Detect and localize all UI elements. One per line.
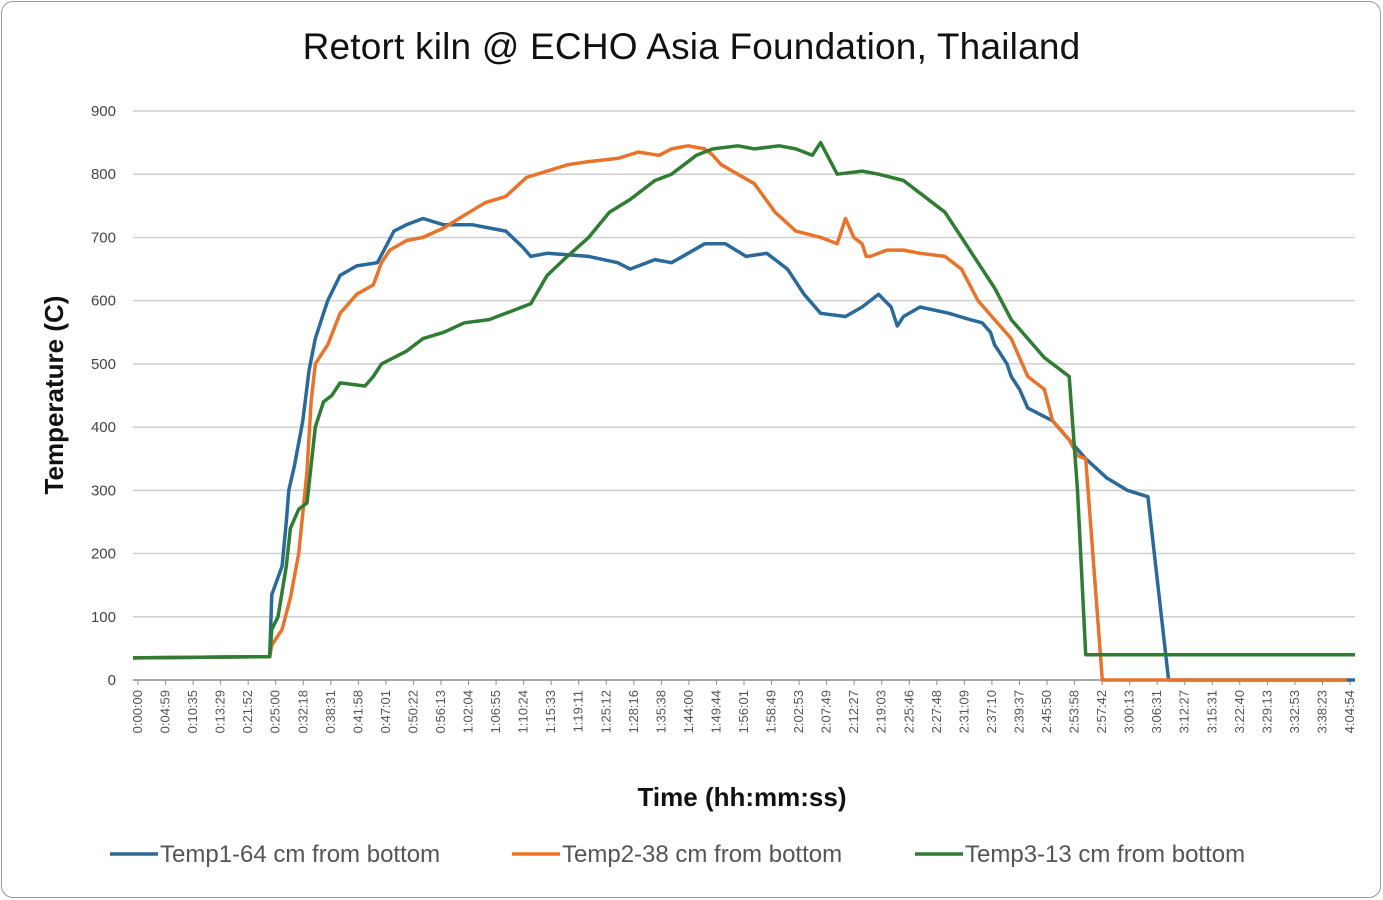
x-tick-label: 0:04:59 [158, 690, 173, 733]
y-tick-label: 400 [91, 419, 116, 436]
x-axis-ticks: 0:00:00 0:04:59 0:10:35 0:13:29 0:21:52 0:25:… [130, 680, 1357, 733]
legend-label: Temp3-13 cm from bottom [965, 841, 1245, 868]
x-tick-label: 3:00:13 [1122, 690, 1137, 733]
legend-item-3: Temp3-13 cm from bottom [915, 841, 1245, 868]
x-tick-label: 0:38:31 [323, 690, 338, 733]
x-tick-label: 2:12:27 [846, 690, 861, 733]
y-tick-label: 100 [91, 609, 116, 626]
x-tick-label: 1:58:49 [764, 690, 779, 733]
x-tick-label: 1:49:44 [708, 690, 723, 733]
x-tick-label: 2:27:48 [929, 690, 944, 733]
x-tick-label: 1:02:04 [461, 690, 476, 733]
x-tick-label: 2:02:53 [791, 690, 806, 733]
legend-label: Temp2-38 cm from bottom [562, 841, 842, 868]
x-tick-label: 0:21:52 [240, 690, 255, 733]
x-tick-label: 2:37:10 [984, 690, 999, 733]
y-tick-label: 500 [91, 356, 116, 373]
x-tick-label: 3:32:53 [1287, 690, 1302, 733]
series-line-1 [132, 216, 1355, 682]
gridlines [133, 110, 1355, 681]
x-tick-label: 2:45:50 [1039, 690, 1054, 733]
series-lines [132, 140, 1355, 682]
x-tick-label: 2:53:58 [1067, 690, 1082, 733]
x-tick-label: 1:10:24 [516, 690, 531, 733]
legend-label: Temp1-64 cm from bottom [160, 841, 440, 868]
x-tick-label: 3:38:23 [1314, 690, 1329, 733]
x-tick-label: 1:44:00 [681, 690, 696, 733]
x-tick-label: 0:41:58 [350, 690, 365, 733]
x-tick-label: 2:25:46 [901, 690, 916, 733]
legend-item-2: Temp2-38 cm from bottom [512, 841, 842, 868]
x-tick-label: 3:12:27 [1177, 690, 1192, 733]
x-axis-label: Time (hh:mm:ss) [638, 782, 847, 812]
x-tick-label: 1:19:11 [571, 690, 586, 732]
x-tick-label: 2:19:03 [874, 690, 889, 733]
series-line-3 [132, 140, 1355, 660]
x-tick-label: 0:10:35 [185, 690, 200, 733]
y-axis-label: Temperature (C) [39, 296, 69, 495]
x-tick-label: 0:25:00 [268, 690, 283, 733]
x-tick-label: 0:56:13 [433, 690, 448, 733]
x-tick-label: 1:35:38 [653, 690, 668, 733]
y-tick-label: 700 [91, 229, 116, 246]
x-tick-label: 0:50:22 [405, 690, 420, 733]
x-tick-label: 2:07:49 [819, 690, 834, 733]
chart-title: Retort kiln @ ECHO Asia Foundation, Thai… [302, 26, 1081, 67]
x-tick-label: 2:57:42 [1094, 690, 1109, 733]
x-tick-label: 4:04:54 [1342, 690, 1357, 733]
x-tick-label: 3:15:31 [1204, 690, 1219, 733]
legend: Temp1-64 cm from bottom Temp2-38 cm from … [110, 841, 1245, 868]
y-tick-label: 0 [108, 672, 116, 689]
x-tick-label: 1:06:55 [488, 690, 503, 733]
x-tick-label: 3:22:40 [1232, 690, 1247, 733]
y-tick-label: 900 [91, 103, 116, 120]
x-tick-label: 1:28:16 [626, 690, 641, 733]
x-tick-label: 0:13:29 [213, 690, 228, 733]
y-axis-ticks: 0 100 200 300 400 500 600 700 800 900 [91, 103, 116, 689]
x-tick-label: 1:15:33 [543, 690, 558, 733]
x-tick-label: 0:47:01 [378, 690, 393, 733]
x-tick-label: 2:31:09 [956, 690, 971, 733]
series-line-2 [132, 144, 1347, 682]
x-tick-label: 3:06:31 [1149, 690, 1164, 733]
y-tick-label: 300 [91, 482, 116, 499]
y-tick-label: 800 [91, 166, 116, 183]
x-tick-label: 0:00:00 [130, 690, 145, 733]
x-tick-label: 2:39:37 [1011, 690, 1026, 733]
x-tick-label: 3:29:13 [1259, 690, 1274, 733]
legend-item-1: Temp1-64 cm from bottom [110, 841, 440, 868]
x-tick-label: 0:32:18 [295, 690, 310, 733]
y-tick-label: 600 [91, 293, 116, 310]
y-tick-label: 200 [91, 546, 116, 563]
x-tick-label: 1:25:12 [598, 690, 613, 733]
x-tick-label: 1:56:01 [736, 690, 751, 733]
